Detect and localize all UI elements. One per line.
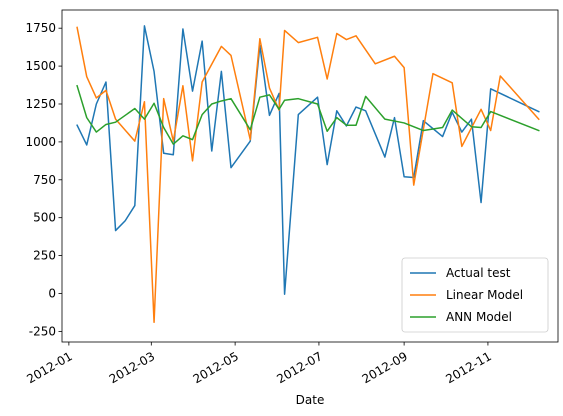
- series-line-ann-model: [76, 84, 540, 145]
- legend-label: Linear Model: [446, 288, 523, 302]
- legend-label: Actual test: [446, 266, 511, 280]
- y-tick-label: 0: [48, 286, 56, 300]
- series-line-linear-model: [76, 26, 540, 324]
- y-axis: -250 0 250 500 750 1000 1250 1500 1750: [25, 21, 62, 338]
- legend-box: [401, 257, 549, 333]
- y-tick-label: -250: [29, 324, 56, 338]
- legend: Actual test Linear Model ANN Model: [401, 257, 549, 333]
- x-axis-label: Date: [296, 393, 325, 407]
- y-tick-label: 1250: [25, 97, 56, 111]
- y-tick-label: 750: [33, 173, 56, 187]
- series-line-actual-test: [76, 25, 540, 295]
- y-tick-label: 250: [33, 249, 56, 263]
- y-tick-label: 500: [33, 211, 56, 225]
- series-layer: [76, 25, 540, 324]
- y-tick-label: 1750: [25, 21, 56, 35]
- plot-frame: [61, 9, 559, 343]
- y-tick-label: 1000: [25, 135, 56, 149]
- legend-label: ANN Model: [446, 310, 512, 324]
- y-tick-label: 1500: [25, 59, 56, 73]
